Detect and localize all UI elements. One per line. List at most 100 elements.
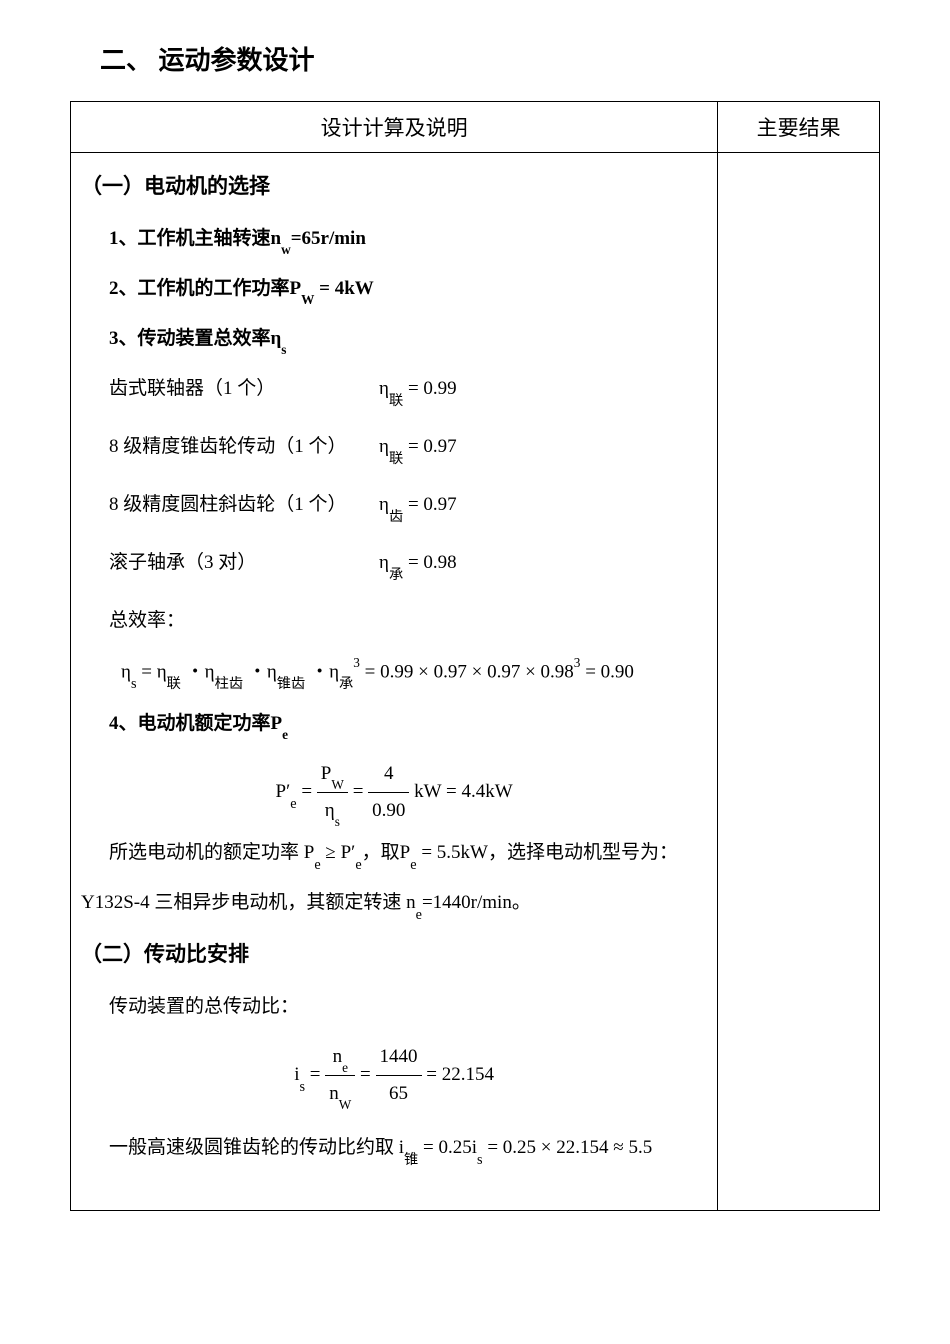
tf-pre: η — [121, 661, 131, 682]
subsection-1-title: （一）电动机的选择 — [81, 167, 707, 207]
table-body-row: （一）电动机的选择 1、工作机主轴转速nw=65r/min 2、工作机的工作功率… — [71, 153, 880, 1211]
eff-row-2: 8 级精度圆柱斜齿轮（1 个） η齿 = 0.97 — [109, 487, 707, 525]
tf-zhc: 锥齿 — [277, 676, 306, 692]
eff-val-2: = 0.97 — [403, 494, 456, 515]
tf-s3: 3 — [353, 655, 360, 670]
ratio-line-1: 传动装置的总传动比： — [109, 989, 707, 1025]
item1-label: 1、工作机主轴转速n — [109, 228, 281, 249]
pt: P — [321, 763, 332, 784]
pp-eq: = — [297, 781, 317, 802]
ml1c: ，取 — [362, 842, 400, 863]
ml1a: 所选电动机的额定功率 P — [109, 842, 314, 863]
tf-d2: ・η — [243, 661, 277, 682]
content-cell: （一）电动机的选择 1、工作机主轴转速nw=65r/min 2、工作机的工作功率… — [71, 153, 718, 1211]
eff-sym-1: η — [379, 436, 389, 457]
tf-zc: 柱齿 — [215, 676, 244, 692]
item3-sub: s — [281, 342, 286, 357]
re3: = 22.154 — [422, 1064, 494, 1085]
header-results: 主要结果 — [718, 102, 880, 153]
tf-d3: ・η — [305, 661, 339, 682]
item1-val: =65r/min — [291, 228, 366, 249]
ft1: PW — [317, 756, 348, 793]
pe2: = — [348, 781, 368, 802]
tf-s3b: 3 — [574, 655, 581, 670]
ml1b: ≥ P′ — [321, 842, 356, 863]
eff-sym-2: η — [379, 494, 389, 515]
fb1: ηs — [317, 793, 348, 829]
l3b: = 0.25i — [418, 1137, 477, 1158]
ris: s — [299, 1079, 305, 1095]
motor-line-2: Y132S-4 三相异步电动机，其额定转速 ne=1440r/min。 — [81, 885, 707, 923]
l3s: s — [477, 1152, 483, 1168]
frac-3: nenW — [325, 1039, 355, 1112]
eff-row-1: 8 级精度锥齿轮传动（1 个） η联 = 0.97 — [109, 429, 707, 467]
ratio-formula: is = nenW = 144065 = 22.154 — [81, 1039, 707, 1112]
nb2: 65 — [376, 1076, 422, 1112]
eff-value-1: η联 = 0.97 — [379, 429, 457, 467]
re2: = — [355, 1064, 375, 1085]
fb3: nW — [325, 1076, 355, 1112]
pb2: 0.90 — [368, 793, 409, 829]
item-4: 4、电动机额定功率Pe — [109, 706, 707, 742]
item1-sub: w — [281, 242, 291, 257]
pb: η — [325, 800, 335, 821]
section-heading: 二、 运动参数设计 — [70, 40, 880, 77]
eff-sub-3: 承 — [389, 567, 403, 583]
pr: kW = 4.4kW — [409, 781, 512, 802]
item4-label: 4、电动机额定功率P — [109, 713, 282, 734]
eff-label-0: 齿式联轴器（1 个） — [109, 371, 379, 409]
eff-sub-2: 齿 — [389, 509, 403, 525]
eff-value-2: η齿 = 0.97 — [379, 487, 457, 525]
tf-lian: 联 — [167, 676, 181, 692]
ml2e: e — [416, 907, 422, 923]
ml1e2: e — [355, 857, 361, 873]
motor-line-1: 所选电动机的额定功率 Pe ≥ P′e，取Pe = 5.5kW，选择电动机型号为… — [109, 835, 707, 873]
ml1p: P — [400, 842, 411, 863]
ml1e: e — [314, 857, 320, 873]
ml1d: = 5.5kW，选择电动机型号为： — [417, 842, 678, 863]
eff-label-3: 滚子轴承（3 对） — [109, 545, 379, 583]
tf-res: = 0.90 — [580, 661, 633, 682]
item2-label: 2、工作机的工作功率P — [109, 278, 301, 299]
pts: W — [331, 777, 344, 792]
eff-label-2: 8 级精度圆柱斜齿轮（1 个） — [109, 487, 379, 525]
total-label: 总效率： — [109, 603, 707, 639]
item4-sub: e — [282, 727, 288, 742]
item2-val: = 4kW — [314, 278, 373, 299]
eff-sub-1: 联 — [389, 451, 403, 467]
eff-row-0: 齿式联轴器（1 个） η联 = 0.99 — [109, 371, 707, 409]
pp-sub: e — [290, 796, 296, 812]
frac-1: PWηs — [317, 756, 348, 829]
main-table: 设计计算及说明 主要结果 （一）电动机的选择 1、工作机主轴转速nw=65r/m… — [70, 101, 880, 1211]
frac-4: 144065 — [376, 1039, 422, 1112]
tf-d1: ・η — [181, 661, 215, 682]
results-cell — [718, 153, 880, 1211]
re1: = — [305, 1064, 325, 1085]
frac-2: 40.90 — [368, 756, 409, 829]
tf-eq: = η — [136, 661, 166, 682]
item-1: 1、工作机主轴转速nw=65r/min — [109, 221, 707, 257]
eff-sub-0: 联 — [389, 393, 403, 409]
ml2a: Y132S-4 三相异步电动机，其额定转速 n — [81, 892, 416, 913]
eff-label-1: 8 级精度锥齿轮传动（1 个） — [109, 429, 379, 467]
item2-sub: W — [301, 292, 314, 307]
header-calc: 设计计算及说明 — [71, 102, 718, 153]
eff-val-1: = 0.97 — [403, 436, 456, 457]
eff-val-3: = 0.98 — [403, 552, 456, 573]
nt: n — [333, 1046, 343, 1067]
eff-value-3: η承 = 0.98 — [379, 545, 457, 583]
tf-s: s — [131, 676, 137, 692]
ft3: ne — [325, 1039, 355, 1076]
nte: e — [342, 1060, 348, 1075]
subsection-2-title: （二）传动比安排 — [81, 935, 707, 975]
eff-val-0: = 0.99 — [403, 378, 456, 399]
item-2: 2、工作机的工作功率PW = 4kW — [109, 271, 707, 307]
nb: n — [329, 1083, 339, 1104]
nt2: 1440 — [376, 1039, 422, 1076]
pbs: s — [335, 814, 340, 829]
p-prime-formula: P′e = PWηs = 40.90 kW = 4.4kW — [81, 756, 707, 829]
tf-eqv: = 0.99 × 0.97 × 0.97 × 0.98 — [360, 661, 574, 682]
ml1e3: e — [410, 857, 416, 873]
l3a: 一般高速级圆锥齿轮的传动比约取 i — [109, 1137, 404, 1158]
l3z: 锥 — [404, 1152, 418, 1168]
